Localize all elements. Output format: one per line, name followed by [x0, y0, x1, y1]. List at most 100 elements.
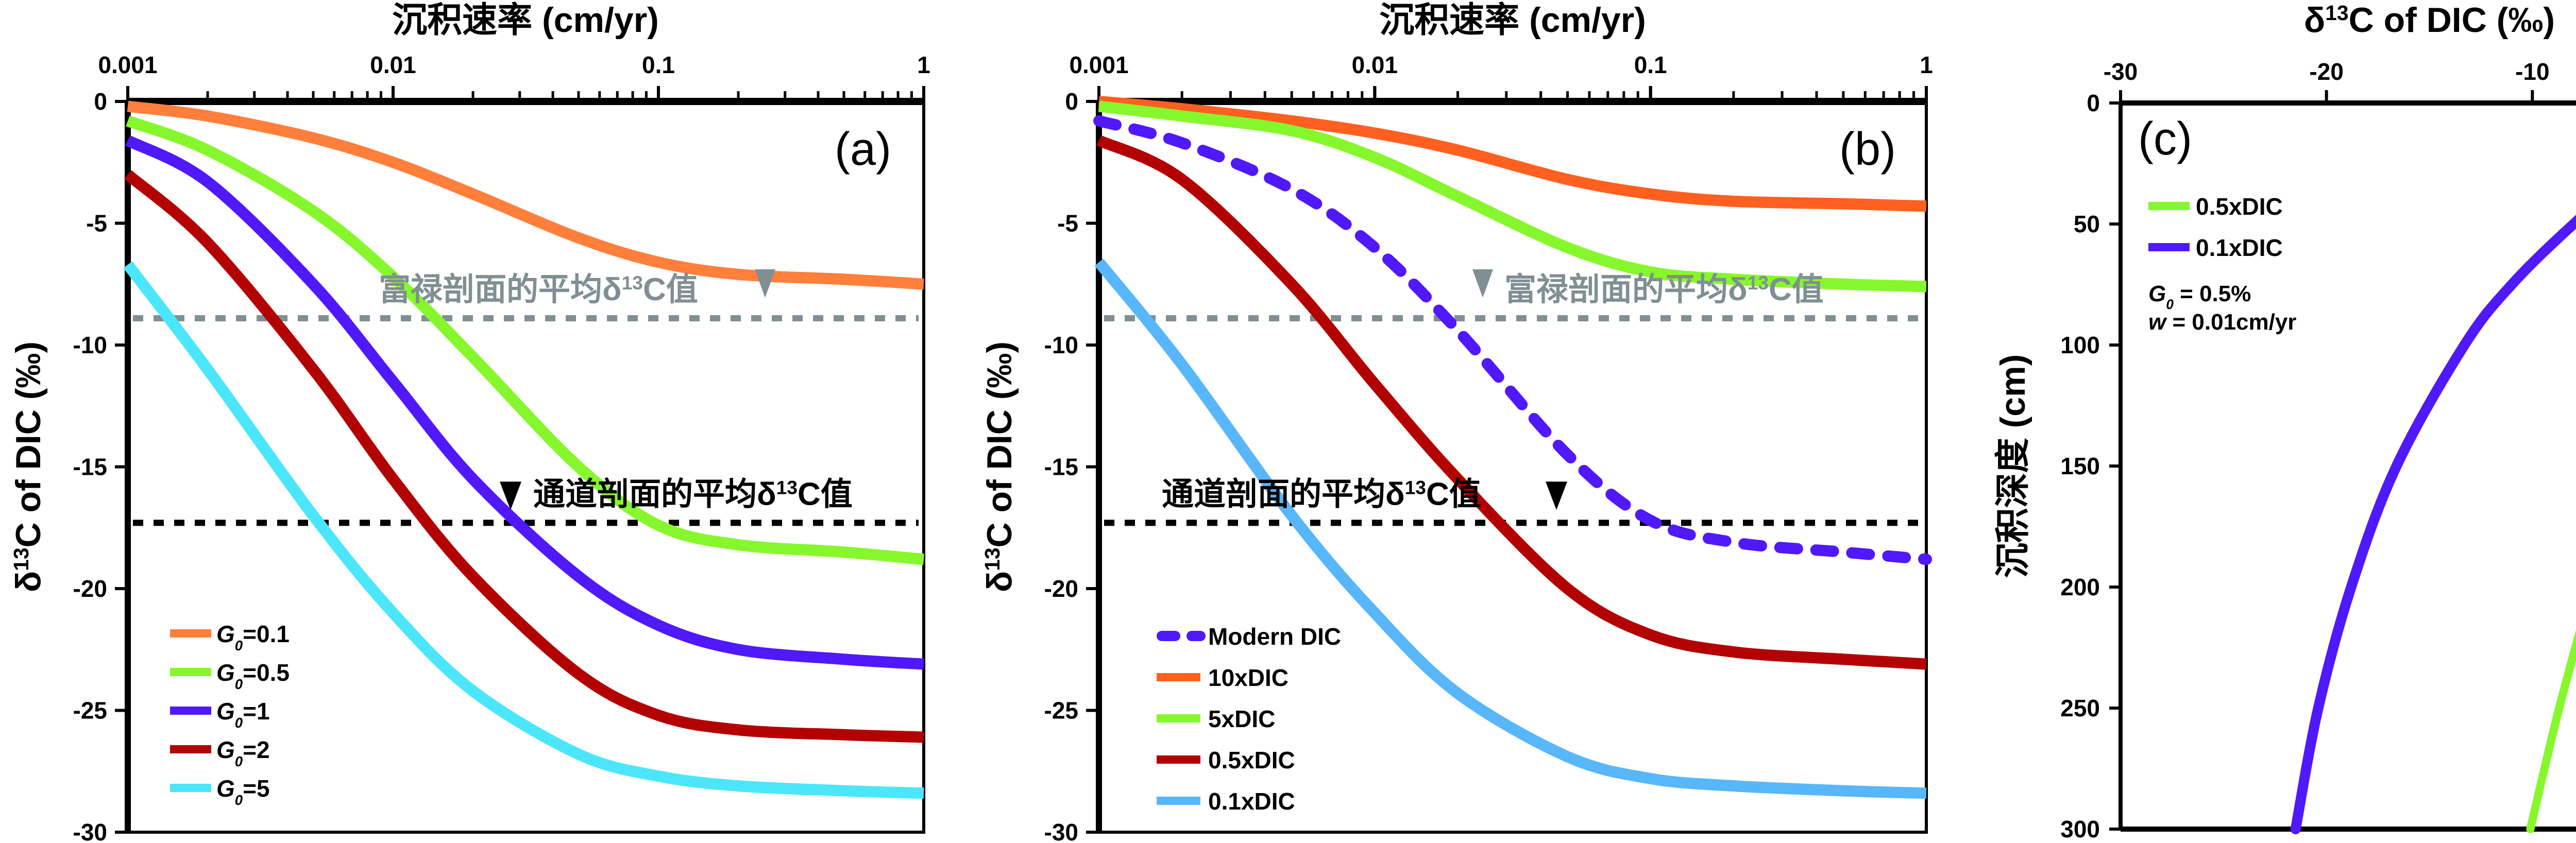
plot-frame: [2119, 101, 2576, 831]
annotation-tongdao: 通道剖面的平均δ13C值: [1162, 476, 1567, 512]
series-line-g00.1: [127, 100, 924, 290]
x-tick-label: 0.001: [1069, 51, 1128, 78]
x-axis-title: 沉积速率 (cm/yr): [1379, 1, 1646, 40]
y-tick-labels: 0 -5 -10 -15 -20 -25 -30: [73, 88, 107, 843]
x-tick-labels: 0.001 0.01 0.1 1: [98, 51, 930, 78]
series-line-5xdic: [1098, 100, 1927, 293]
series-line-0.5xdic: [1096, 135, 1927, 670]
x-tick-label: 0.001: [98, 51, 157, 78]
series-line-g01: [125, 135, 924, 670]
y-axis-title-group: δ13C of DIC (‰): [9, 341, 48, 592]
y-tick-label: 200: [2060, 574, 2100, 600]
series-line-0.1xdic: [1094, 259, 1927, 799]
y-tick-label: -25: [1044, 697, 1078, 724]
legend-label: G0=5: [216, 775, 270, 808]
y-tick-label: 250: [2060, 695, 2100, 721]
annotation-label: 通道剖面的平均δ13C值: [1162, 476, 1481, 512]
annotation-fulu: 富禄剖面的平均δ13C值: [379, 269, 775, 307]
annotation-tongdao: 通道剖面的平均δ13C值: [500, 476, 853, 512]
annotation-label: 富禄剖面的平均δ13C值: [1504, 272, 1824, 307]
panel-a: 沉积速率 (cm/yr) 0.001 0.01 0.1 1 0 -5 -10 -15 -20 -…: [9, 1, 930, 843]
legend-label: 0.5xDIC: [2196, 193, 2283, 220]
legend-item: 0.5xDIC: [1157, 747, 1295, 773]
panel-label: (c): [2138, 113, 2192, 165]
legend-item: G0=5: [170, 775, 270, 808]
legend-item: Modern DIC: [1157, 623, 1341, 650]
y-axis-title: δ13C of DIC (‰): [980, 341, 1019, 592]
x-tick-labels: -30-20-100: [2104, 58, 2550, 85]
legend-item: G0=0.5: [170, 659, 290, 692]
legend: G0=0.1 G0=0.5 G0=1 G0=2 G0=5: [170, 621, 290, 808]
series-line-g05: [123, 261, 924, 799]
y-axis-title: 沉积深度 (cm): [1993, 354, 2032, 578]
panel-b: 沉积速率 (cm/yr) 0.001 0.01 0.1 1 0 -5 -10 -15 -20 -…: [980, 1, 1933, 843]
legend: Modern DIC 10xDIC 5xDIC 0.5xDIC 0.1xDIC: [1157, 623, 1341, 815]
x-tick-label: 0.1: [642, 51, 675, 78]
x-tick-label: 0.01: [1352, 51, 1398, 78]
legend-label: 10xDIC: [1208, 664, 1289, 691]
x-tick-label: -20: [2309, 58, 2343, 85]
note-g0: G0 = 0.5%: [2148, 281, 2251, 312]
x-axis-title: δ13C of DIC (‰): [2304, 1, 2555, 40]
legend-item: 0.5xDIC: [2148, 193, 2283, 220]
x-tick-label: 0.01: [370, 51, 416, 78]
legend-label: 0.5xDIC: [1208, 747, 1295, 773]
series-line-10xdic: [1098, 96, 1927, 212]
legend-item: G0=0.1: [170, 621, 290, 653]
legend-label: Modern DIC: [1208, 623, 1341, 650]
note-w: w = 0.01cm/yr: [2148, 309, 2296, 335]
y-tick-label: -30: [73, 819, 107, 843]
legend-label: 0.1xDIC: [1208, 788, 1295, 815]
y-tick-labels: 0 50 100 150 200 250 300: [2060, 90, 2100, 842]
down-triangle-marker-icon: [500, 481, 521, 510]
y-tick-label: -5: [86, 210, 107, 237]
legend: 0.5xDIC 0.1xDIC: [2148, 193, 2283, 261]
legend-item: 0.1xDIC: [1157, 788, 1295, 815]
x-tick-label: 1: [917, 51, 930, 78]
down-triangle-marker-icon: [1472, 269, 1493, 298]
legend-label: 0.1xDIC: [2196, 234, 2283, 261]
y-tick-label: -15: [73, 454, 107, 480]
legend-item: G0=2: [170, 736, 270, 769]
legend-item: 10xDIC: [1157, 664, 1289, 691]
y-tick-label: -20: [73, 575, 107, 602]
legend-label: G0=2: [216, 736, 270, 769]
annotation-label: 通道剖面的平均δ13C值: [533, 476, 853, 512]
legend-item: G0=1: [170, 698, 270, 731]
annotation-label: 富禄剖面的平均δ13C值: [379, 272, 698, 307]
y-tick-label: 150: [2060, 453, 2100, 479]
plot-area: [2109, 90, 2576, 834]
panel-label: (a): [835, 124, 891, 175]
y-tick-label: -10: [73, 332, 107, 358]
y-tick-label: 0: [94, 88, 107, 115]
series-line-0.1xdic: [2290, 215, 2576, 834]
panel-label: (b): [1839, 124, 1896, 175]
x-tick-label: -30: [2104, 58, 2138, 85]
y-axis-title: δ13C of DIC (‰): [9, 341, 48, 592]
y-tick-label: -15: [1044, 454, 1078, 480]
x-tick-label: -10: [2515, 58, 2549, 85]
x-tick-label: 0.1: [1634, 51, 1667, 78]
legend-label: G0=1: [216, 698, 270, 731]
y-tick-label: -20: [1044, 575, 1078, 602]
x-tick-label: 1: [1920, 51, 1933, 78]
legend-label: 5xDIC: [1208, 706, 1275, 732]
y-tick-label: -30: [1044, 819, 1078, 843]
legend-label: G0=0.5: [216, 659, 290, 692]
parameter-notes: G0 = 0.5%w = 0.01cm/yr: [2148, 281, 2296, 335]
series-line-0.5xdic: [2526, 630, 2576, 833]
y-tick-label: -25: [73, 697, 107, 724]
x-axis-title-text: δ13C of DIC (‰): [2304, 1, 2555, 40]
legend-label: G0=0.1: [216, 621, 290, 653]
annotation-fulu: 富禄剖面的平均δ13C值: [1472, 269, 1824, 307]
y-tick-label: -5: [1057, 210, 1078, 237]
y-tick-label: 0: [1065, 88, 1078, 115]
y-tick-label: 50: [2074, 211, 2100, 237]
y-axis-title-group: δ13C of DIC (‰): [980, 341, 1019, 592]
y-axis-title-text: δ13C of DIC (‰): [9, 341, 48, 592]
y-tick-label: 300: [2060, 816, 2100, 842]
legend-item: 5xDIC: [1157, 706, 1275, 732]
y-axis-title-text: δ13C of DIC (‰): [980, 341, 1019, 592]
